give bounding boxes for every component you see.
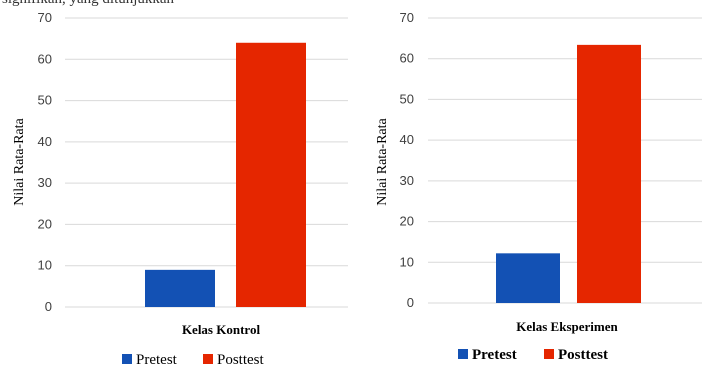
- y-tick-label-eksperimen: 50: [400, 91, 414, 106]
- y-tick-label-kontrol: 30: [38, 175, 52, 190]
- bar-posttest-eksperimen: [577, 44, 641, 303]
- bar-pretest-eksperimen: [496, 253, 560, 303]
- x-axis-label-eksperimen: Kelas Eksperimen: [516, 319, 618, 334]
- y-tick-label-eksperimen: 30: [400, 173, 414, 188]
- y-axis-label-eksperimen: Nilai Rata-Rata: [375, 117, 390, 205]
- y-tick-label-kontrol: 40: [38, 134, 52, 149]
- y-tick-label-kontrol: 50: [38, 93, 52, 108]
- legend-label-pretest-eksperimen: Pretest: [472, 347, 517, 363]
- bar-posttest-kontrol: [236, 42, 306, 308]
- x-axis-label-kontrol: Kelas Kontrol: [182, 322, 261, 337]
- y-tick-label-kontrol: 0: [45, 299, 52, 314]
- y-tick-label-eksperimen: 10: [400, 254, 414, 269]
- legend-swatch-pretest-eksperimen: [458, 349, 468, 359]
- legend-label-posttest-eksperimen: Posttest: [558, 347, 608, 363]
- clipped-header-text: signifikan, yang ditunjukkan: [2, 0, 174, 8]
- y-tick-label-kontrol: 10: [38, 258, 52, 273]
- legend-label-pretest-kontrol: Pretest: [136, 352, 178, 368]
- legend-swatch-pretest-kontrol: [122, 354, 132, 364]
- y-tick-label-eksperimen: 20: [400, 214, 414, 229]
- y-tick-label-kontrol: 20: [38, 216, 52, 231]
- y-tick-label-eksperimen: 0: [407, 295, 414, 310]
- bar-pretest-kontrol: [145, 269, 215, 307]
- legend-swatch-posttest-kontrol: [203, 354, 213, 364]
- y-tick-label-kontrol: 70: [38, 10, 52, 25]
- legend-label-posttest-kontrol: Posttest: [217, 352, 265, 368]
- y-tick-label-eksperimen: 60: [400, 51, 414, 66]
- y-tick-label-eksperimen: 70: [400, 10, 414, 25]
- y-tick-label-eksperimen: 40: [400, 132, 414, 147]
- y-axis-label-kontrol: Nilai Rata-Rata: [12, 117, 27, 205]
- y-tick-label-kontrol: 60: [38, 51, 52, 66]
- legend-swatch-posttest-eksperimen: [544, 349, 554, 359]
